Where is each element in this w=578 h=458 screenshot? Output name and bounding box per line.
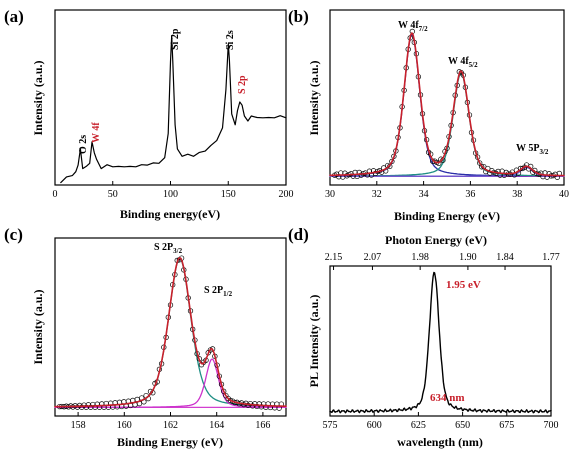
top-x-tick-label: 2.07: [364, 252, 382, 263]
x-tick-label: 150: [221, 189, 236, 200]
x-tick-label: 0: [53, 189, 58, 200]
panel-b-y-label: Intensity (a.u.): [307, 60, 321, 135]
x-tick-label: 164: [209, 420, 224, 431]
peak-label-w4f72: W 4f7/2: [398, 20, 428, 33]
x-tick-label: 625: [411, 420, 426, 431]
panel-d-top-x-label: Photon Energy (eV): [385, 233, 487, 247]
panel-a: (a) 0 50 100 150 200 O 2s W 4f Si 2p Si 2s S…: [4, 7, 294, 221]
panel-c-peak-labels: S 2P3/2 S 2P1/2: [154, 242, 233, 298]
panel-b-frame: [329, 9, 565, 186]
panel-b-x-ticks: [329, 181, 565, 185]
panel-d-frame: [329, 265, 552, 417]
x-tick-label: 36: [465, 189, 475, 200]
peak-label-s2p32: S 2P3/2: [154, 242, 183, 255]
x-tick-label: 166: [255, 420, 270, 431]
peak-label-w4f52: W 4f5/2: [448, 56, 478, 69]
x-tick-label: 30: [325, 189, 335, 200]
x-tick-label: 200: [279, 189, 294, 200]
top-x-tick-label: 1.98: [411, 252, 429, 263]
pl-peak-wavelength-label: 634 nm: [430, 392, 465, 404]
panel-b-raw-data-points: [332, 28, 562, 180]
panel-d-pl-spectrum: [329, 271, 552, 414]
panel-d: (d) Photon Energy (eV) 2.15 2.07 1.98 1.90 1…: [288, 225, 560, 449]
panel-a-survey-spectrum: [60, 35, 287, 184]
peak-label-w5p32: W 5P3/2: [516, 143, 549, 156]
panel-c-x-ticks: [77, 412, 264, 416]
panel-b-fit-envelope: [329, 32, 565, 177]
x-tick-label: 162: [163, 420, 178, 431]
top-x-tick-label: 1.77: [542, 252, 560, 263]
panel-c-x-tick-labels: 158 160 162 164 166: [71, 420, 271, 431]
panel-b-w4f72-component: [329, 33, 565, 177]
panel-a-label: (a): [4, 7, 24, 26]
panel-d-top-tick-labels: 2.15 2.07 1.98 1.90 1.84 1.77: [325, 252, 560, 263]
x-tick-label: 650: [455, 420, 470, 431]
panel-b-peak-labels: W 4f7/2 W 4f5/2 W 5P3/2: [398, 20, 549, 156]
x-tick-label: 160: [117, 420, 132, 431]
panel-a-x-label: Binding energy(eV): [120, 207, 220, 221]
panel-d-y-label: PL Intensity (a.u.): [307, 295, 321, 388]
x-tick-label: 700: [544, 420, 559, 431]
x-tick-label: 675: [499, 420, 514, 431]
panel-d-x-ticks: [329, 266, 552, 416]
x-tick-label: 600: [367, 420, 382, 431]
peak-label-s2p12: S 2P1/2: [204, 285, 233, 298]
raw-data-point: [389, 158, 395, 165]
peak-label-w4f: W 4f: [91, 122, 102, 143]
pl-peak-energy-label: 1.95 eV: [446, 279, 481, 291]
panel-d-x-tick-labels: 575 600 625 650 675 700: [323, 420, 559, 431]
panel-b-x-label: Binding Energy (eV): [394, 209, 500, 223]
x-tick-label: 575: [323, 420, 338, 431]
x-tick-label: 100: [163, 189, 178, 200]
raw-data-point: [227, 397, 234, 404]
panel-b-label: (b): [288, 7, 309, 26]
panel-d-label: (d): [288, 225, 309, 244]
panel-a-x-ticks: [54, 181, 287, 185]
top-x-tick-label: 2.15: [325, 252, 343, 263]
panel-b-w4f52-component: [329, 72, 565, 177]
top-x-tick-label: 1.90: [459, 252, 477, 263]
peak-label-si2p: Si 2p: [170, 28, 181, 50]
x-tick-label: 158: [71, 420, 86, 431]
top-x-tick-label: 1.84: [496, 252, 514, 263]
peak-label-si2s: Si 2s: [225, 30, 236, 50]
peak-label-s2p: S 2p: [237, 75, 248, 94]
panel-d-x-label: wavelength (nm): [397, 435, 483, 449]
panel-c: (c) 158 160 162 164 166 S 2P3/2 S 2P1/2 Bind…: [4, 225, 287, 449]
panel-c-s2p32-component: [54, 258, 287, 408]
peak-label-o2s: O 2s: [78, 135, 89, 154]
panel-a-y-label: Intensity (a.u.): [31, 60, 45, 135]
panel-c-fit-envelope: [54, 256, 287, 408]
x-tick-label: 50: [108, 189, 118, 200]
panel-a-x-tick-labels: 0 50 100 150 200: [53, 189, 294, 200]
x-tick-label: 38: [512, 189, 522, 200]
panel-c-y-label: Intensity (a.u.): [31, 289, 45, 364]
x-tick-label: 34: [419, 189, 429, 200]
panel-c-label: (c): [4, 225, 23, 244]
panel-c-frame: [54, 237, 287, 417]
panel-c-raw-data-points: [56, 255, 285, 411]
x-tick-label: 40: [559, 189, 569, 200]
panel-b-x-tick-labels: 30 32 34 36 38 40: [325, 189, 569, 200]
panel-b: (b) 30 32 34 36 38 40 W 4f7/2 W 4f5/2 W 5P3/2…: [288, 7, 569, 223]
panel-c-x-label: Binding Energy (eV): [117, 435, 223, 449]
panel-a-peak-labels: O 2s W 4f Si 2p Si 2s S 2p: [78, 28, 248, 154]
raw-data-point: [479, 164, 485, 170]
panel-c-s2p12-component: [54, 358, 287, 408]
x-tick-label: 32: [372, 189, 382, 200]
